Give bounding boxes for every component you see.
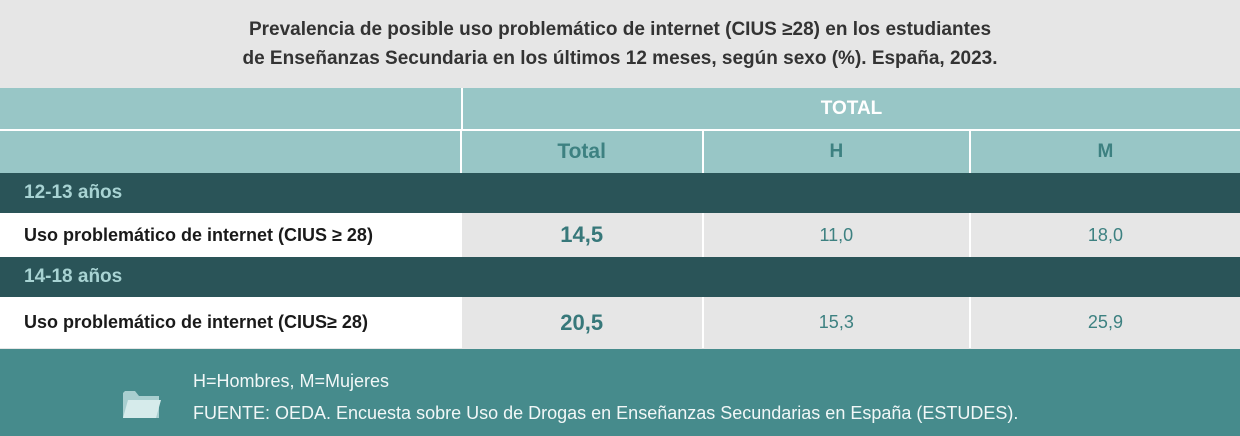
footer-source: FUENTE: OEDA. Encuesta sobre Uso de Drog…: [193, 403, 1019, 423]
header-row-group: TOTAL: [0, 88, 1240, 131]
cell-total: 20,5: [459, 297, 702, 348]
cell-h: 15,3: [701, 297, 969, 348]
column-header-total: Total: [459, 131, 702, 173]
cell-total: 14,5: [459, 213, 702, 257]
cell-m: 25,9: [968, 297, 1240, 348]
row-label: Uso problemático de internet (CIUS ≥ 28): [0, 213, 460, 257]
column-header-m: M: [968, 131, 1240, 173]
group-header-12-13: 12-13 años: [0, 173, 1240, 213]
footer-note: H=Hombres, M=Mujeres: [193, 371, 390, 391]
column-header-h: H: [701, 131, 969, 173]
chart-title-line-2: de Enseñanzas Secundaria en los últimos …: [242, 48, 998, 69]
header-group-total: TOTAL: [461, 88, 1240, 129]
table-row: Uso problemático de internet (CIUS≥ 28) …: [0, 297, 1240, 348]
footer: H=Hombres, M=Mujeres FUENTE: OEDA. Encue…: [0, 349, 1240, 436]
cell-h: 11,0: [701, 213, 969, 257]
chart-title-line-1: Prevalencia de posible uso problemático …: [248, 19, 992, 40]
footer-text: H=Hombres, M=Mujeres FUENTE: OEDA. Encue…: [193, 365, 1018, 429]
table-row: Uso problemático de internet (CIUS ≥ 28)…: [0, 213, 1240, 257]
header-empty-cell: [0, 88, 461, 129]
folder-icon: [121, 387, 161, 426]
title-area: Prevalencia de posible uso problemático …: [0, 0, 1240, 88]
data-table: TOTAL Total H M 12-13 años Uso problemát…: [0, 88, 1240, 348]
cell-m: 18,0: [968, 213, 1240, 257]
group-header-14-18: 14-18 años: [0, 257, 1240, 297]
row-label: Uso problemático de internet (CIUS≥ 28): [0, 297, 460, 348]
header-row-columns: Total H M: [0, 131, 1240, 173]
header-empty-cell-2: [0, 131, 460, 173]
